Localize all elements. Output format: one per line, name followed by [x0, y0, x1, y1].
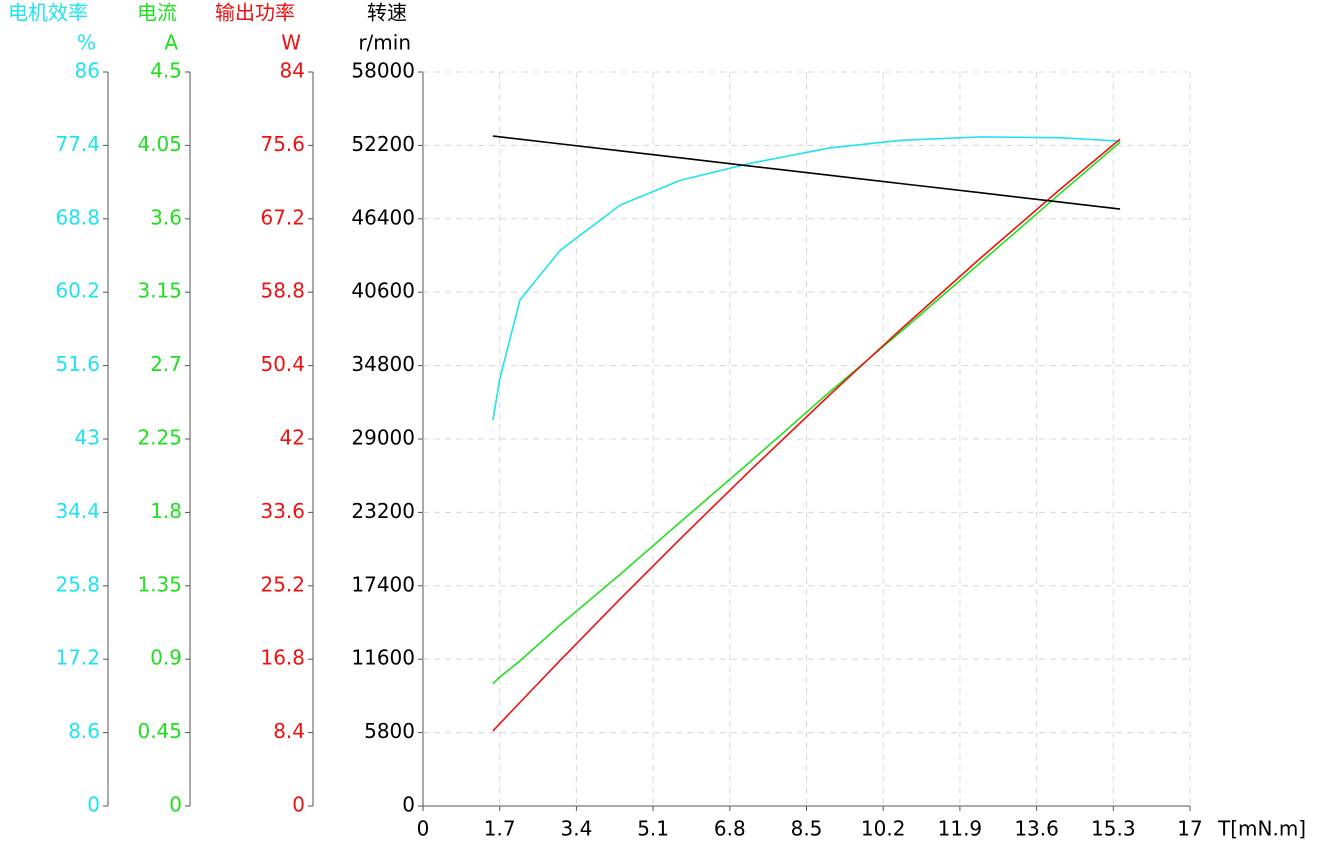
x-tick-label: 0: [417, 817, 430, 841]
y-tick-label: 16.8: [260, 646, 305, 670]
y-tick-label: 17400: [351, 572, 415, 596]
y-tick-label: 0: [87, 793, 100, 817]
y-tick-label: 0: [169, 793, 182, 817]
y-tick-label: 29000: [351, 426, 415, 450]
series-line: [492, 141, 1121, 685]
y-tick-label: 3.6: [150, 205, 182, 229]
y-tick-label: 34.4: [55, 499, 100, 523]
y-tick-label: 3.15: [137, 279, 182, 303]
y-tick-label: 43: [75, 426, 100, 450]
axis-unit: r/min: [358, 31, 411, 55]
x-tick-label: 15.3: [1091, 817, 1136, 841]
y-tick-label: 8.4: [273, 719, 305, 743]
y-tick-label: 4.05: [137, 132, 182, 156]
x-tick-label: 6.8: [714, 817, 746, 841]
y-tick-label: 5800: [364, 719, 415, 743]
x-tick-label: 1.7: [484, 817, 516, 841]
axis-unit: A: [164, 31, 178, 55]
y-tick-label: 42: [280, 426, 305, 450]
y-tick-label: 2.7: [150, 352, 182, 376]
x-tick-label: 13.6: [1014, 817, 1059, 841]
y-tick-label: 1.35: [137, 572, 182, 596]
y-tick-label: 40600: [351, 279, 415, 303]
y-tick-label: 60.2: [55, 279, 100, 303]
x-tick-label: 8.5: [791, 817, 823, 841]
x-tick-label: 17: [1177, 817, 1202, 841]
x-axis-label: T[mN.m]: [1217, 817, 1306, 841]
axis-title: 转速: [367, 1, 407, 25]
axis-unit: W: [281, 31, 301, 55]
y-tick-label: 2.25: [137, 426, 182, 450]
y-tick-label: 34800: [351, 352, 415, 376]
y-tick-label: 0: [292, 793, 305, 817]
y-tick-label: 33.6: [260, 499, 305, 523]
y-tick-label: 17.2: [55, 646, 100, 670]
y-tick-label: 50.4: [260, 352, 305, 376]
y-tick-label: 23200: [351, 499, 415, 523]
x-tick-label: 10.2: [861, 817, 906, 841]
y-tick-label: 11600: [351, 646, 415, 670]
y-tick-label: 84: [280, 59, 305, 83]
axis-title: 电流: [137, 1, 177, 25]
y-tick-label: 58.8: [260, 279, 305, 303]
y-tick-label: 0: [402, 793, 415, 817]
y-tick-label: 25.2: [260, 572, 305, 596]
y-tick-label: 68.8: [55, 205, 100, 229]
y-tick-label: 51.6: [55, 352, 100, 376]
y-tick-label: 67.2: [260, 205, 305, 229]
y-tick-label: 46400: [351, 205, 415, 229]
series-line: [492, 138, 1121, 732]
y-tick-label: 25.8: [55, 572, 100, 596]
y-tick-label: 52200: [351, 132, 415, 156]
y-tick-label: 1.8: [150, 499, 182, 523]
y-tick-label: 86: [75, 59, 100, 83]
y-tick-label: 58000: [351, 59, 415, 83]
axis-unit: %: [77, 31, 96, 55]
series-line: [492, 135, 1121, 210]
x-tick-label: 5.1: [637, 817, 669, 841]
y-tick-label: 8.6: [68, 719, 100, 743]
x-tick-label: 11.9: [938, 817, 983, 841]
x-tick-label: 3.4: [560, 817, 592, 841]
axis-title: 输出功率: [215, 1, 295, 25]
y-tick-label: 75.6: [260, 132, 305, 156]
y-tick-label: 4.5: [150, 59, 182, 83]
y-tick-label: 0.45: [137, 719, 182, 743]
y-tick-label: 77.4: [55, 132, 100, 156]
y-tick-label: 0.9: [150, 646, 182, 670]
axis-title: 电机效率: [8, 1, 88, 25]
series-line: [492, 136, 1121, 421]
